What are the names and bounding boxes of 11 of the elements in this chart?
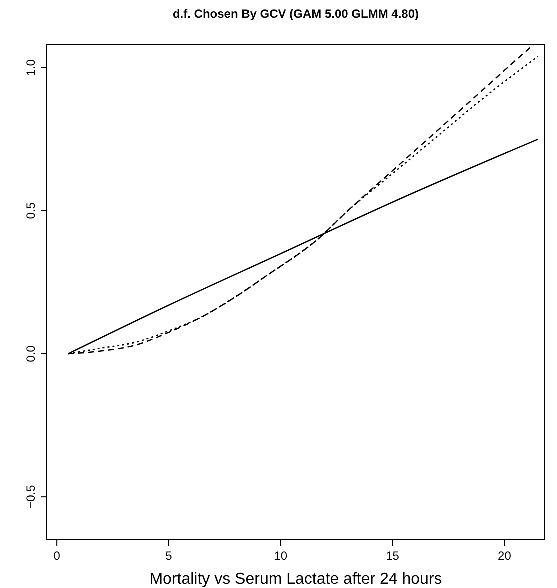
y-tick-label: 1.0	[24, 59, 38, 76]
x-tick-label: 0	[54, 549, 61, 563]
y-tick-label: −0.5	[24, 484, 38, 509]
y-tick-label: 0.0	[24, 345, 38, 362]
x-tick-label: 5	[166, 549, 173, 563]
x-axis-title: Mortality vs Serum Lactate after 24 hours	[150, 571, 442, 588]
x-tick-label: 15	[386, 549, 400, 563]
chart-title: d.f. Chosen By GCV (GAM 5.00 GLMM 4.80)	[172, 7, 420, 21]
x-tick-label: 20	[498, 549, 512, 563]
x-tick-label: 10	[274, 549, 288, 563]
y-tick-label: 0.5	[24, 202, 38, 220]
